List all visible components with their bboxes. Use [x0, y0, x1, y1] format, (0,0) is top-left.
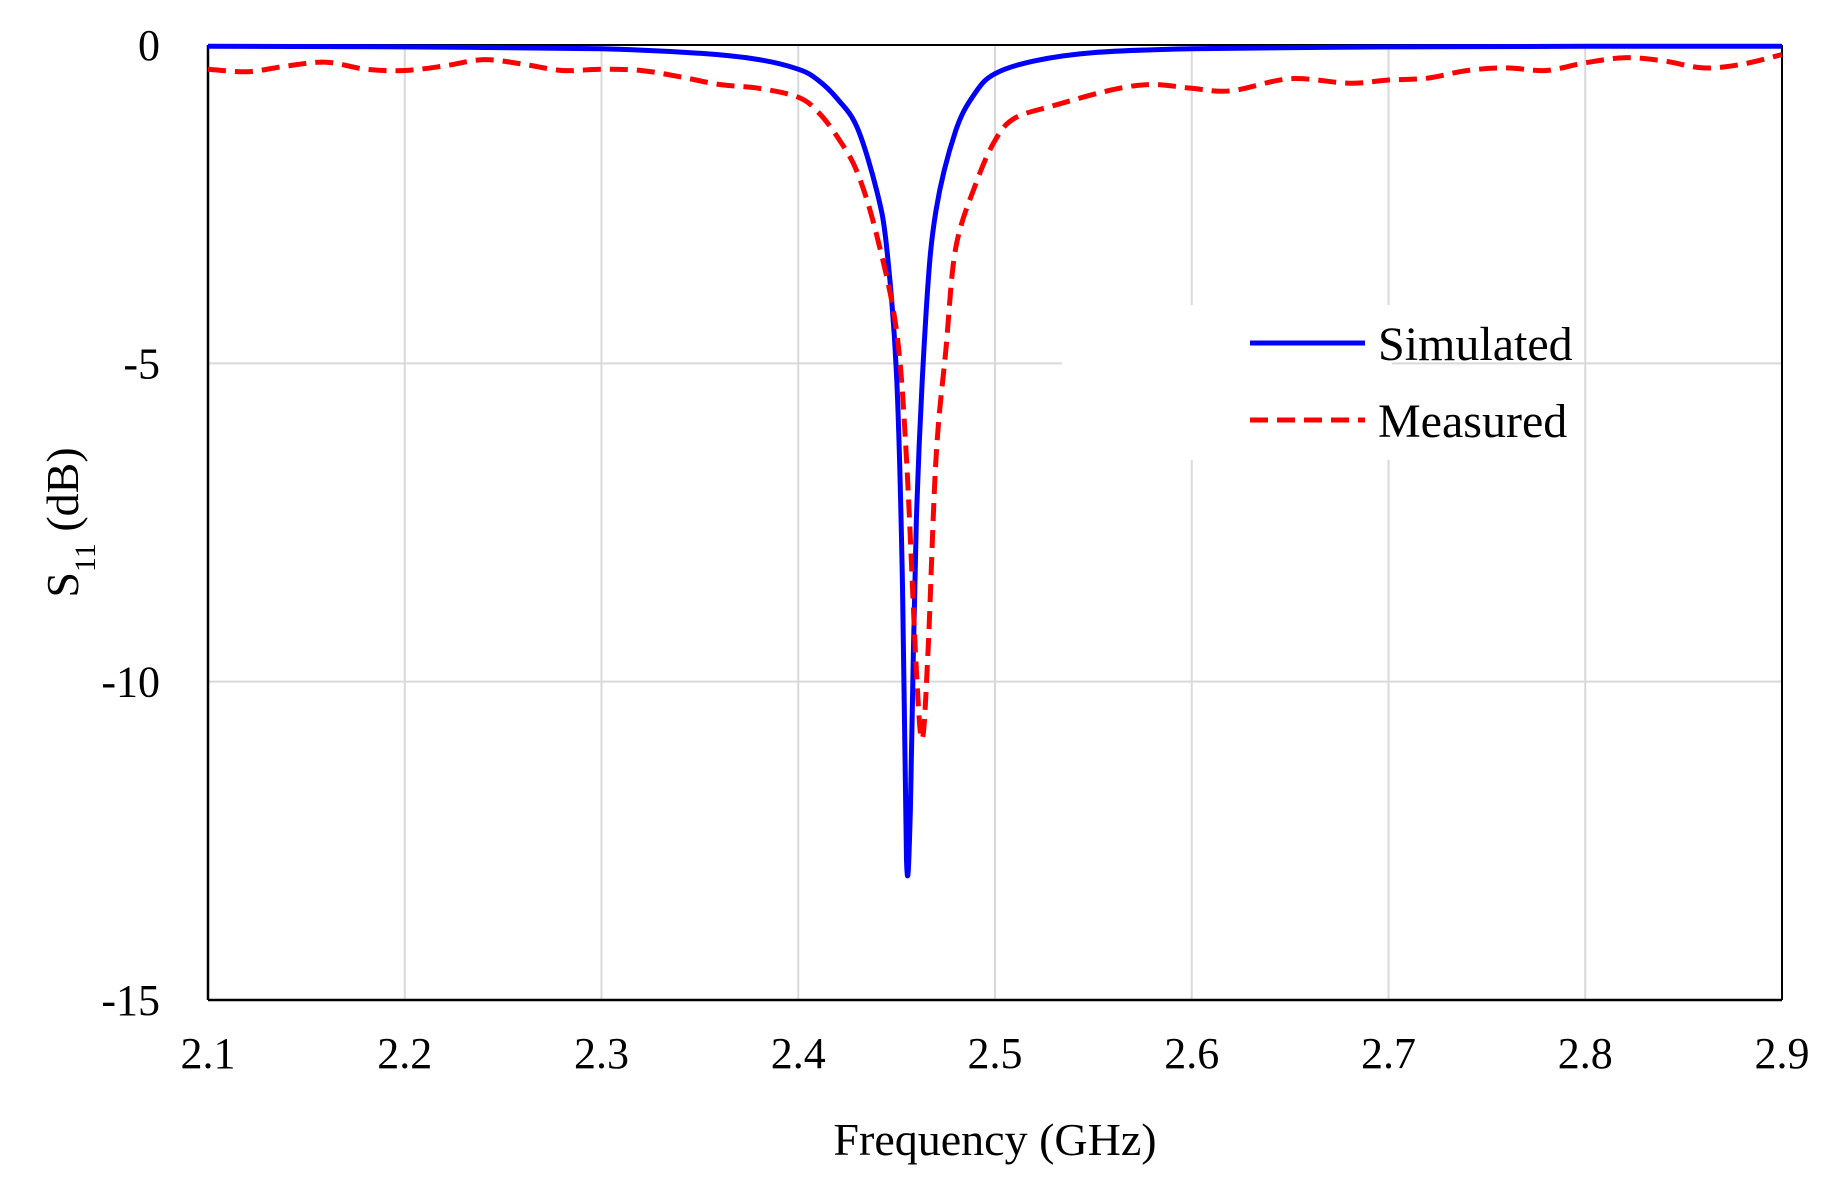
- y-tick-label: -15: [101, 976, 160, 1025]
- y-tick-label: 0: [138, 21, 160, 70]
- x-tick-label: 2.9: [1755, 1029, 1810, 1078]
- x-axis-title: Frequency (GHz): [833, 1114, 1156, 1165]
- labels-layer: Frequency (GHz) S11 (dB): [37, 447, 1157, 1165]
- x-tick-label: 2.7: [1361, 1029, 1416, 1078]
- x-tick-label: 2.3: [574, 1029, 629, 1078]
- y-axis-title: S11 (dB): [37, 447, 102, 597]
- x-tick-label: 2.1: [181, 1029, 236, 1078]
- x-tick-label: 2.6: [1164, 1029, 1219, 1078]
- x-tick-label: 2.5: [968, 1029, 1023, 1078]
- series-layer: [207, 43, 1783, 879]
- y-axis-title-suffix: (dB): [37, 447, 88, 543]
- legend-box: [1062, 305, 1392, 460]
- x-tick-label: 2.8: [1558, 1029, 1613, 1078]
- x-tick-label: 2.4: [771, 1029, 826, 1078]
- axes-layer: 2.1 2.2 2.3 2.4 2.5 2.6 2.7 2.8 2.9 0 -5 -10 -15: [101, 21, 1809, 1078]
- series-line-measured: [207, 52, 1783, 742]
- x-tick-label: 2.2: [377, 1029, 432, 1078]
- legend-label-simulated: Simulated: [1378, 318, 1573, 371]
- y-tick-label: -10: [101, 658, 160, 707]
- y-tick-label: -5: [123, 339, 160, 388]
- legend: Simulated Measured: [1062, 305, 1573, 460]
- series-line-simulated: [207, 43, 1783, 879]
- y-axis-title-subscript: 11: [69, 543, 102, 572]
- y-axis-title-main: S: [37, 572, 88, 598]
- legend-label-measured: Measured: [1378, 395, 1567, 448]
- grid-layer: [208, 45, 1783, 1000]
